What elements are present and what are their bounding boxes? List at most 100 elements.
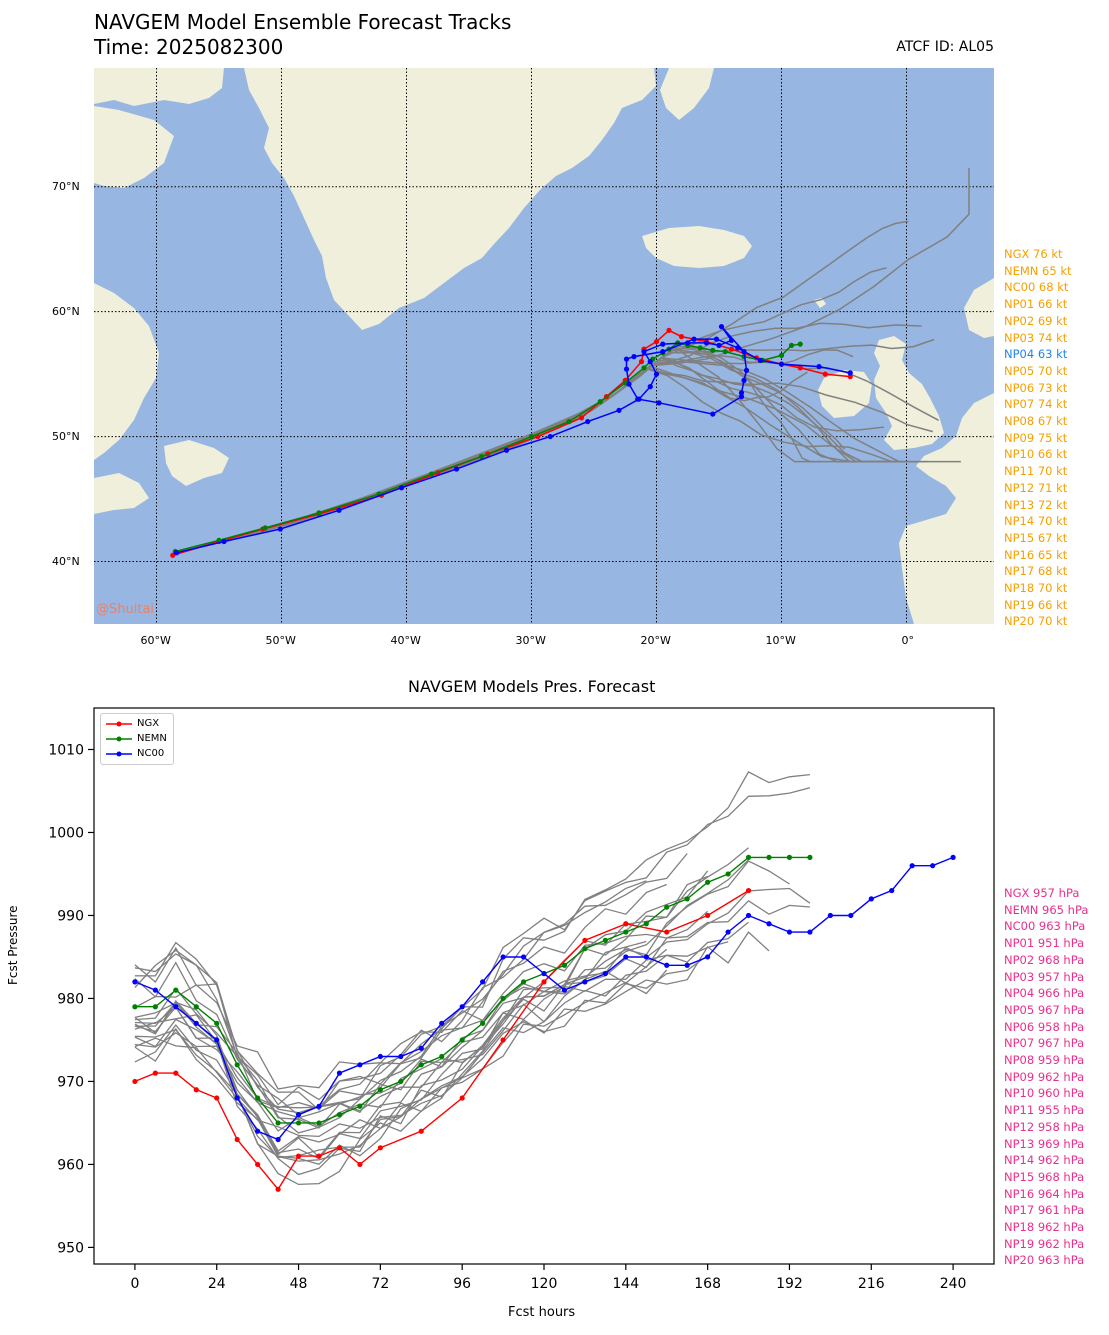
track-point-nc00 (738, 394, 745, 400)
pressure-point-nc00 (786, 929, 793, 935)
pressure-point-nc00 (132, 979, 138, 985)
pressure-point-ngx (152, 1070, 158, 1076)
track-point-nc00 (738, 390, 745, 396)
pressure-point-nemn (152, 1004, 158, 1010)
pressure-point-nemn (295, 1120, 302, 1126)
track-point-ngx (678, 334, 685, 340)
pressure-point-nemn (234, 1062, 240, 1068)
track-point-ngx (653, 339, 660, 345)
legend-entry-ngx: NGX (101, 717, 173, 731)
track-point-nemn (722, 349, 728, 355)
max-wind-entry: NP18 70 kt (1004, 581, 1068, 596)
max-wind-entry: NP06 73 kt (1004, 380, 1068, 395)
pressure-point-nc00 (234, 1095, 240, 1101)
track-point-ngx (666, 327, 672, 333)
max-wind-entry: NP12 71 kt (1004, 480, 1068, 495)
pressure-point-ngx (193, 1087, 199, 1093)
pressure-point-nc00 (316, 1103, 322, 1109)
track-point-nc00 (735, 345, 741, 351)
min-pressure-entry: NP16 964 hPa (1004, 1186, 1085, 1201)
max-wind-entry: NP15 67 kt (1004, 530, 1068, 545)
track-point-nc00 (635, 396, 641, 402)
pressure-point-ngx (234, 1136, 240, 1143)
legend-entry-nemn: NEMN (101, 732, 173, 746)
min-pressure-entry: NP06 958 hPa (1004, 1019, 1085, 1034)
longitude-tick-label: 0° (901, 634, 915, 647)
max-wind-entry: NP04 63 kt (1004, 347, 1068, 362)
track-point-nemn (262, 525, 268, 531)
pressure-member-line (134, 859, 749, 1160)
pressure-point-nemn (377, 1087, 383, 1093)
pressure-point-ngx (357, 1161, 363, 1168)
pressure-point-nemn (520, 979, 527, 985)
track-point-nc00 (547, 433, 553, 440)
pressure-point-nemn (643, 921, 649, 927)
pressure-y-axis-label: Fcst Pressure (6, 905, 20, 985)
pressure-member-line (134, 948, 668, 1166)
track-point-nc00 (626, 381, 632, 387)
pressure-point-nemn (561, 962, 568, 968)
y-tick-label: 1010 (48, 742, 84, 758)
pressure-point-nemn (275, 1120, 281, 1126)
greenland (244, 68, 656, 330)
legend-swatch (106, 751, 132, 757)
track-point-nc00 (616, 407, 622, 413)
latitude-tick-label: 60°N (52, 304, 80, 318)
track-point-nemn (788, 342, 795, 348)
track-point-nemn (566, 418, 572, 425)
track-map: @Shuitai (94, 68, 994, 624)
pressure-point-ngx (664, 929, 670, 935)
x-tick-label: 216 (858, 1276, 885, 1292)
pressure-line-nc00 (134, 856, 954, 1141)
pressure-point-nemn (807, 854, 813, 860)
pressure-point-nc00 (582, 979, 588, 985)
min-pressure-entry: NP05 967 hPa (1004, 1002, 1085, 1017)
min-pressure-entry: NP18 962 hPa (1004, 1220, 1085, 1235)
pressure-point-nc00 (214, 1037, 220, 1043)
min-pressure-entry: NP14 962 hPa (1004, 1153, 1085, 1168)
pressure-point-nc00 (664, 962, 670, 968)
track-point-nc00 (503, 447, 510, 453)
pressure-point-nc00 (725, 929, 731, 935)
pressure-point-nc00 (930, 863, 936, 869)
atcf-id-label: ATCF ID: AL05 (896, 39, 994, 55)
pressure-point-nc00 (480, 979, 486, 985)
pressure-point-nemn (541, 970, 547, 977)
pressure-member-lines (134, 771, 811, 1186)
pressure-member-line (134, 921, 749, 1132)
svalbard-region (660, 68, 714, 120)
max-wind-entry: NP03 74 kt (1004, 330, 1068, 345)
pressure-point-nc00 (889, 887, 895, 894)
max-wind-entry: NP01 66 kt (1004, 297, 1068, 312)
pressure-point-nemn (745, 854, 752, 860)
track-point-nc00 (778, 361, 785, 367)
track-point-nc00 (685, 340, 691, 346)
track-point-nemn (697, 345, 703, 351)
x-tick-label: 144 (612, 1276, 639, 1292)
pressure-point-nc00 (193, 1020, 199, 1026)
y-tick-label: 950 (57, 1240, 84, 1256)
pressure-point-nc00 (357, 1062, 363, 1068)
x-tick-label: 0 (130, 1276, 139, 1292)
x-tick-label: 72 (371, 1276, 389, 1292)
track-point-nc00 (173, 550, 180, 556)
min-pressure-entry: NP20 963 hPa (1004, 1253, 1085, 1268)
time-label: Time: 2025082300 (94, 35, 284, 59)
pressure-point-nc00 (909, 863, 915, 869)
track-point-nemn (597, 399, 603, 405)
ensemble-member-track (175, 220, 909, 554)
track-point-ngx (578, 415, 585, 421)
latitude-tick-label: 50°N (52, 429, 80, 443)
map-tracks (170, 167, 970, 558)
pressure-point-nc00 (561, 987, 568, 993)
track-point-nc00 (660, 349, 666, 355)
pressure-point-nc00 (868, 896, 874, 902)
longitude-tick-label: 60°W (140, 634, 171, 647)
pressure-point-nc00 (418, 1045, 424, 1051)
longitude-tick-label: 30°W (515, 634, 546, 647)
nova-scotia (94, 473, 149, 514)
iceland (642, 226, 752, 268)
pressure-point-nemn (132, 1004, 138, 1010)
x-tick-label: 240 (940, 1276, 967, 1292)
pressure-point-ngx (295, 1153, 302, 1159)
